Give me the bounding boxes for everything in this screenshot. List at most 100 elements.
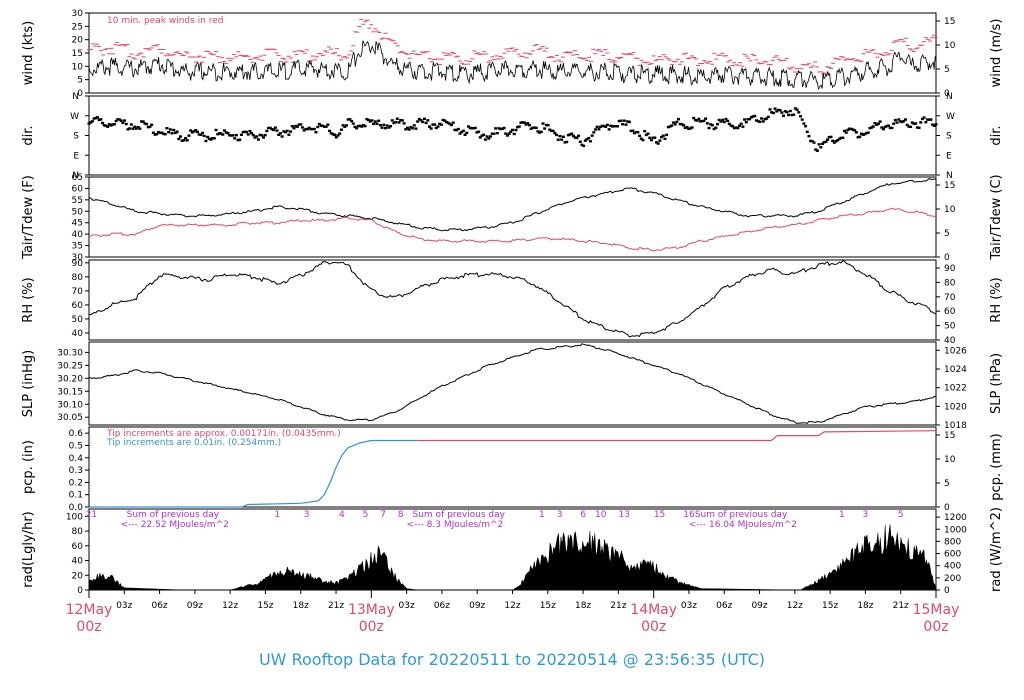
direction-mark	[209, 138, 213, 141]
direction-mark	[151, 131, 155, 134]
direction-mark	[905, 123, 909, 127]
direction-mark	[636, 131, 640, 134]
radiation-area	[88, 524, 937, 591]
direction-mark	[837, 137, 841, 141]
direction-mark	[558, 134, 562, 138]
direction-mark	[129, 123, 133, 126]
direction-mark	[739, 122, 743, 125]
panel-frame	[88, 341, 937, 426]
direction-mark	[590, 134, 594, 137]
direction-mark	[236, 138, 240, 142]
direction-mark	[488, 135, 492, 138]
tip-number: 10	[595, 510, 607, 520]
direction-mark	[604, 125, 608, 128]
direction-mark	[473, 126, 477, 130]
direction-mark	[280, 135, 284, 138]
direction-mark	[470, 127, 474, 130]
direction-mark	[451, 121, 455, 124]
day-sublabel: 00z	[76, 619, 101, 635]
direction-mark	[234, 133, 238, 137]
direction-mark	[363, 124, 367, 128]
direction-mark	[785, 110, 789, 114]
direction-mark	[876, 122, 880, 125]
direction-mark	[177, 137, 181, 141]
direction-mark	[375, 122, 379, 125]
direction-mark	[238, 138, 242, 141]
direction-mark	[438, 122, 442, 126]
y-axis-label: wind (kts)	[21, 21, 36, 85]
day-sublabel: 00z	[641, 619, 666, 635]
tip-number: 13	[619, 510, 630, 520]
direction-mark	[887, 124, 891, 127]
direction-mark	[910, 121, 914, 124]
direction-mark	[656, 142, 660, 145]
direction-mark	[814, 148, 818, 151]
y-tick-label-right: 600	[944, 550, 961, 560]
direction-mark	[261, 136, 265, 139]
y-tick-label-right: 1024	[944, 365, 967, 375]
tip-number: 3	[557, 510, 563, 520]
direction-mark	[644, 133, 648, 137]
direction-mark	[634, 130, 638, 134]
panel-5: 0.0 0.1 0.2 0.3 0.4 0.5 0.6 0 5 10 15 pcp. (in) pcp.…	[21, 426, 1004, 513]
direction-mark	[865, 131, 869, 135]
direction-mark	[661, 134, 665, 137]
y-tick-label-right: 800	[944, 537, 961, 547]
x-tick-label: 09z	[187, 601, 203, 611]
direction-mark	[431, 123, 435, 126]
direction-mark	[843, 129, 847, 133]
direction-mark	[116, 118, 120, 121]
direction-mark	[826, 138, 830, 141]
direction-mark	[570, 132, 574, 135]
direction-mark	[460, 130, 464, 134]
y-axis-label: RH (%)	[21, 277, 36, 322]
direction-mark	[427, 125, 431, 128]
direction-mark	[675, 120, 679, 124]
y-tick-label-right: 15	[944, 431, 955, 441]
direction-mark	[544, 123, 548, 127]
y-tick-label-right: 0	[944, 89, 950, 99]
x-tick-label: 18z	[857, 601, 873, 611]
direction-mark	[387, 126, 391, 129]
direction-mark	[119, 119, 123, 122]
direction-mark	[107, 123, 111, 126]
direction-mark	[448, 122, 452, 126]
direction-mark	[90, 120, 94, 123]
direction-mark	[329, 131, 333, 135]
direction-mark	[389, 124, 393, 128]
direction-mark	[917, 126, 921, 129]
direction-mark	[700, 119, 704, 123]
direction-mark	[627, 120, 631, 124]
direction-mark	[804, 124, 808, 128]
direction-mark	[468, 126, 472, 130]
tip-number: 6	[580, 510, 586, 520]
direction-mark	[885, 124, 889, 128]
y-axis-label-right: rad (W/m^2)	[989, 507, 1004, 592]
y-tick-label: 45	[72, 219, 83, 229]
direction-mark	[546, 124, 550, 127]
direction-mark	[680, 123, 684, 126]
y-tick-label-right: W	[946, 112, 955, 122]
direction-mark	[666, 125, 670, 129]
direction-mark	[392, 121, 396, 125]
direction-mark	[893, 118, 897, 122]
direction-mark	[258, 133, 262, 137]
direction-mark	[555, 133, 559, 137]
direction-mark	[480, 134, 484, 137]
direction-mark	[758, 120, 762, 124]
direction-mark	[580, 143, 584, 147]
direction-mark	[776, 108, 780, 112]
direction-mark	[148, 125, 152, 128]
direction-mark	[722, 120, 726, 124]
direction-mark	[560, 138, 564, 141]
y-tick-label-right: 1026	[944, 346, 967, 356]
y-tick-label-right: E	[946, 151, 952, 161]
direction-mark	[380, 126, 384, 129]
direction-mark	[194, 128, 198, 132]
direction-mark	[780, 111, 784, 114]
direction-mark	[778, 109, 782, 112]
y-tick-label: 50	[72, 315, 84, 325]
direction-mark	[239, 133, 243, 137]
